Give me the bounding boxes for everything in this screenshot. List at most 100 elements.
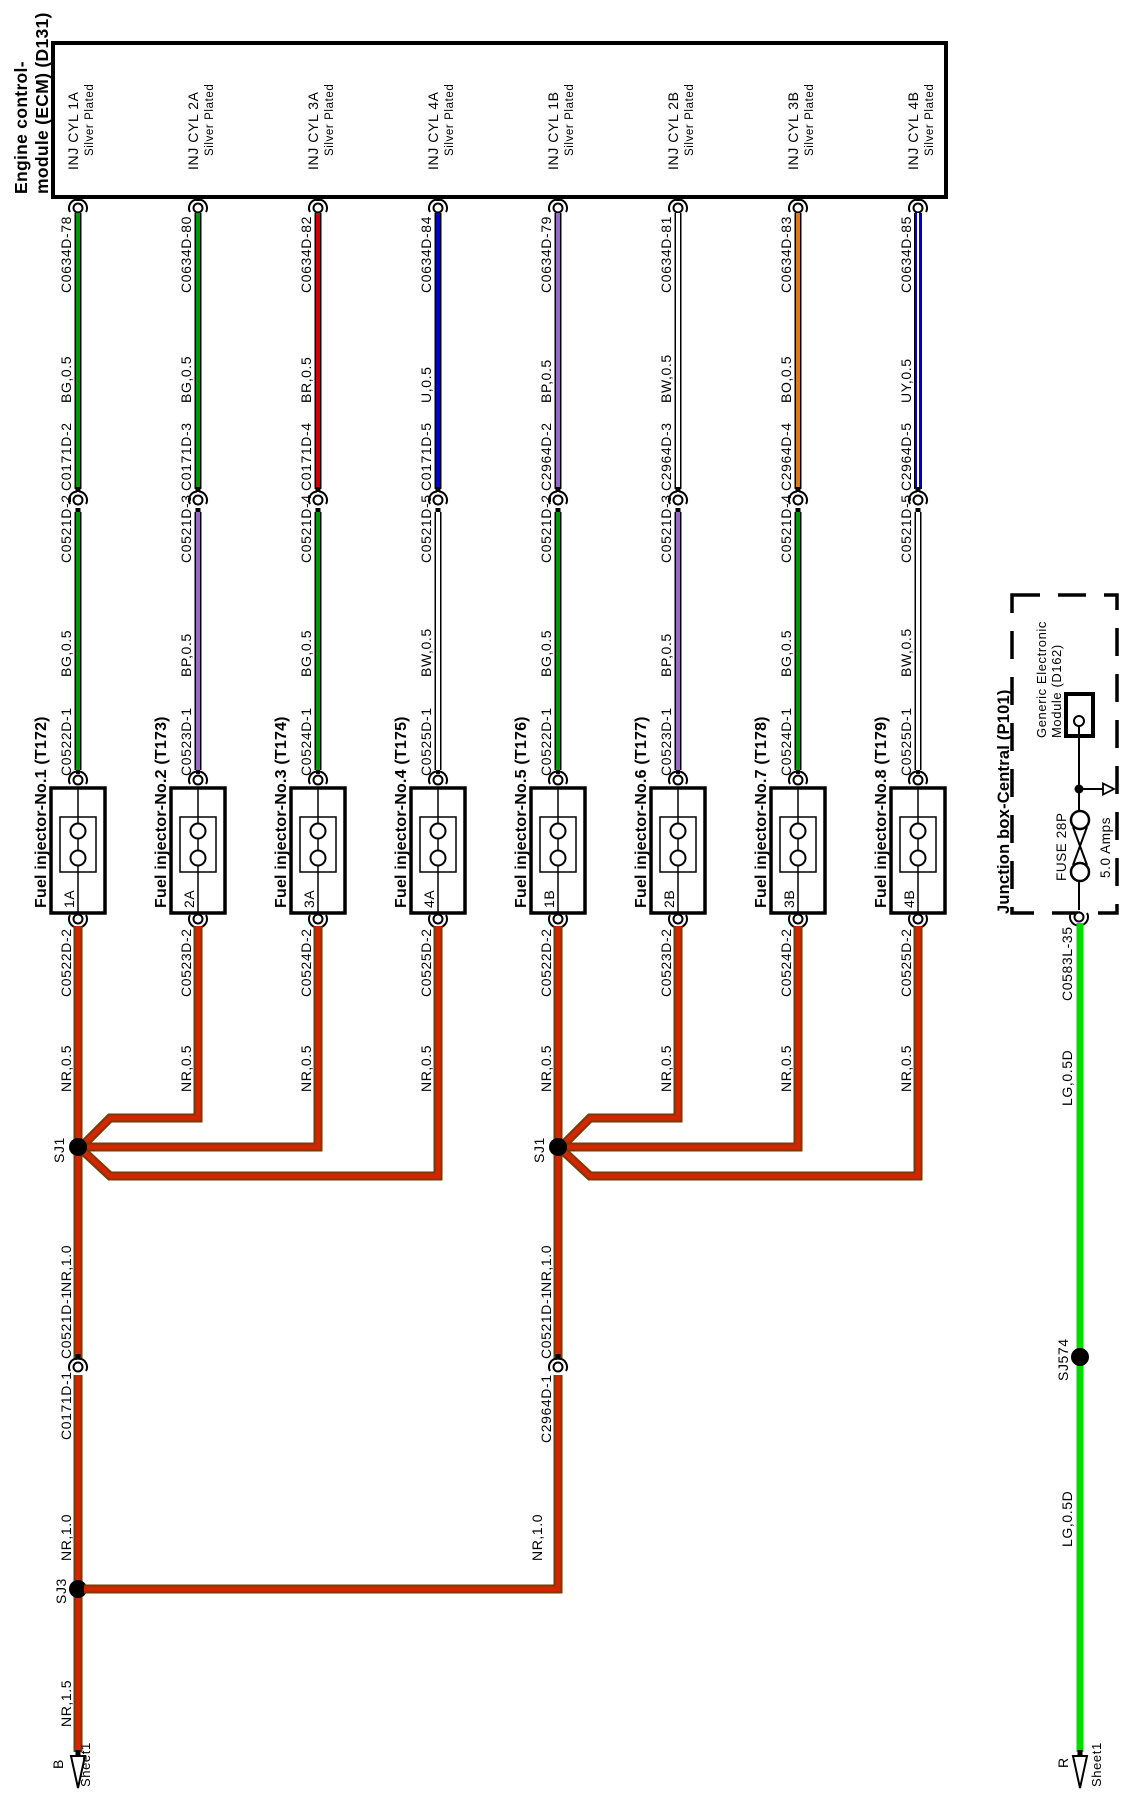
injector-box: [769, 786, 827, 915]
lower-wire: [914, 512, 922, 770]
wire-end-dot: [796, 770, 800, 774]
injector-title: Fuel injector-No.1 (T172): [33, 716, 50, 908]
injector-circuit-3: INJ CYL 3A Silver Plated C0634D-82 BR,0.5 C0…: [273, 84, 347, 1092]
feed-right-wire-low-label: NR,1.0: [529, 1514, 545, 1561]
inline-connector-symbol: [787, 487, 809, 513]
injector-coil-box: [779, 816, 817, 873]
injector-pin-label: 3A: [301, 890, 317, 908]
supply-wire-corner-up: [558, 926, 683, 1150]
wire-end-dot: [436, 770, 440, 774]
ecm-title-line1: Engine control-: [11, 61, 31, 194]
ecm-pin-label: INJ CYL 4A: [425, 91, 441, 170]
splice-sj574: [1071, 1348, 1089, 1366]
top-wire-code-label: BG,0.5: [178, 356, 194, 403]
injector-terminal-circle: [909, 849, 927, 867]
injector-top-connector-label: C0523D-1: [178, 707, 194, 776]
fuse-cross-line: [1072, 826, 1088, 866]
fuse-label: FUSE 28P: [1054, 812, 1069, 881]
injector-title: Fuel injector-No.5 (T176): [513, 716, 530, 908]
lower-wire-code-label: BW,0.5: [418, 628, 434, 677]
injector-bottom-connector-symbol: [67, 913, 89, 929]
injector-terminal-circle: [309, 822, 327, 840]
ecm-connector-symbol: [547, 198, 569, 214]
feed-left-wire-mid-label: NR,1.0: [58, 1245, 74, 1292]
ecm-pin-dot: [555, 196, 561, 201]
ecm-connector-label: C0634D-80: [178, 216, 194, 293]
ecm-pin-label: INJ CYL 4B: [905, 91, 921, 170]
ecm-pin-dot: [315, 196, 321, 201]
ecm-pin-dot: [195, 196, 201, 201]
injector-bottom-connector-symbol: [907, 913, 929, 929]
injector-box: [649, 786, 707, 915]
injector-circuit-4: INJ CYL 4A Silver Plated C0634D-84 U,0.5 C01…: [393, 84, 467, 1092]
injector-terminal-circle: [669, 822, 687, 840]
inline-lower-connector-label: C0521D-2: [58, 494, 74, 563]
top-wire-code-label: U,0.5: [418, 367, 434, 403]
injector-terminal-circle: [909, 822, 927, 840]
injector-connector-symbol: [187, 770, 209, 786]
injector-pin-label: 3B: [781, 890, 797, 908]
lower-wire-code-label: BG,0.5: [778, 630, 794, 677]
inline-upper-connector-label: C0171D-2: [58, 422, 74, 491]
supply-branch-group-1: SJ1: [51, 926, 443, 1360]
injector-connector-symbol: [667, 770, 689, 786]
ecm-pin-plating-label: Silver Plated: [444, 84, 456, 156]
connector-symbol: [787, 490, 809, 506]
injector-title: Fuel injector-No.4 (T175): [393, 716, 410, 908]
lower-wire-code-label: BG,0.5: [58, 630, 74, 677]
injector-bottom-connector-symbol: [427, 913, 449, 929]
lg-feed-letter: R: [1055, 1757, 1071, 1768]
feed-left-sheet-ref: Sheet1: [78, 1742, 93, 1787]
inline-connector-symbol: [307, 487, 329, 513]
ecm-pin-dot: [75, 196, 81, 201]
injector-coil-box: [659, 816, 697, 873]
supply-wire-code-label: NR,0.5: [58, 1045, 74, 1092]
splice-sj574-label: SJ574: [1055, 1338, 1071, 1381]
injector-bottom-connector-label: C0525D-2: [418, 928, 434, 997]
injector-box: [289, 786, 347, 915]
junction-box-dashed-outline: [1010, 593, 1119, 915]
connector-symbol: [667, 490, 689, 506]
gem-pin-circle: [1073, 715, 1085, 727]
feed-right-wire-low: [84, 1375, 563, 1594]
ecm-pin-plating-label: Silver Plated: [804, 84, 816, 156]
ecm-pin-dot: [795, 196, 801, 201]
ecm-pin-plating-label: Silver Plated: [924, 84, 936, 156]
ecm-pin-label: INJ CYL 2A: [185, 91, 201, 170]
connector-symbol: [187, 490, 209, 506]
inline-lower-connector-label: C0521D-4: [298, 494, 314, 563]
supply-wire-level: [84, 926, 323, 1152]
top-wire: [554, 213, 562, 489]
injector-bottom-connector-label: C0525D-2: [898, 928, 914, 997]
injector-terminal-circle: [789, 849, 807, 867]
ecm-connector-symbol: [667, 198, 689, 214]
top-wire-code-label: BO,0.5: [778, 356, 794, 403]
inline-upper-connector-label: C0171D-4: [298, 422, 314, 491]
wire-end-dot: [196, 770, 200, 774]
lower-wire-code-label: BP,0.5: [658, 633, 674, 677]
injector-bottom-connector-symbol: [307, 913, 329, 929]
junction-box-central: Junction box-Central (P101) Generic Elect…: [995, 593, 1119, 927]
connector-symbol: [67, 1357, 89, 1373]
injector-bottom-connector-label: C0524D-2: [298, 928, 314, 997]
splice-sj1-label: SJ1: [51, 1137, 67, 1163]
lg-wire-code-label-1: LG,0.5D: [1059, 1050, 1075, 1106]
injector-coil-box: [419, 816, 457, 873]
ecm-connector-symbol: [187, 198, 209, 214]
ecm-connector-label: C0634D-84: [418, 216, 434, 293]
ecm-pin-label: INJ CYL 1B: [545, 91, 561, 170]
inline-upper-connector-label: C0171D-3: [178, 422, 194, 491]
inline-upper-connector-label: C2964D-5: [898, 422, 914, 491]
top-wire: [794, 213, 802, 489]
wire-end-dot: [316, 770, 320, 774]
top-wire: [674, 213, 682, 489]
injector-connector-symbol: [547, 770, 569, 786]
injector-coil-box: [299, 816, 337, 873]
ecm-connector-symbol: [427, 198, 449, 214]
wire-end-dot: [556, 770, 560, 774]
feed-left-letter: B: [50, 1759, 66, 1769]
supply-wire-level: [564, 926, 803, 1152]
lower-wire-code-label: BG,0.5: [538, 630, 554, 677]
